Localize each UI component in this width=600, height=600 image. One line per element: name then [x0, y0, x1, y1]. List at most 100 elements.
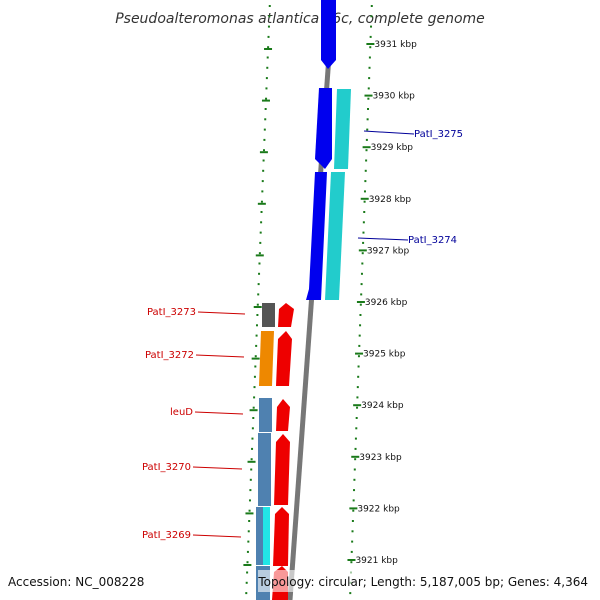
inner-minor-tick: [247, 530, 250, 533]
outer-minor-tick: [352, 509, 355, 512]
outer-minor-tick: [357, 375, 360, 378]
outer-minor-tick: [349, 592, 352, 595]
inner-minor-tick: [266, 66, 269, 69]
outer-minor-tick: [351, 520, 354, 522]
gene-patl-3269-red[interactable]: [273, 507, 289, 566]
outer-minor-tick: [370, 15, 373, 18]
outer-minor-tick: [365, 149, 368, 152]
tick-label: 3927 kbp: [367, 246, 410, 256]
inner-minor-tick: [264, 118, 267, 121]
inner-minor-tick: [255, 324, 258, 327]
gene-patl-3270-red[interactable]: [274, 434, 290, 505]
gene-label-patl-3272[interactable]: PatI_3272: [145, 350, 194, 361]
gene-patl-3273-gray[interactable]: [262, 303, 275, 327]
inner-minor-tick: [252, 417, 255, 419]
gene-leud-steel[interactable]: [259, 398, 272, 432]
outer-minor-tick: [370, 5, 373, 7]
outer-minor-tick: [356, 386, 359, 389]
inner-tick-track: [245, 5, 271, 595]
outer-minor-tick: [367, 97, 370, 100]
inner-minor-tick: [268, 15, 271, 18]
outer-minor-tick: [358, 334, 361, 337]
tick-label: 3921 kbp: [355, 556, 398, 566]
outer-minor-tick: [366, 128, 369, 131]
tick-label: 3926 kbp: [365, 298, 408, 308]
outer-minor-tick: [360, 293, 363, 296]
outer-minor-tick: [367, 108, 370, 110]
gene-label-leud[interactable]: leuD: [170, 407, 193, 418]
gene-label-patl-3275[interactable]: PatI_3275: [414, 129, 463, 140]
outer-minor-tick: [357, 365, 360, 368]
outer-minor-tick: [350, 561, 353, 564]
outer-minor-tick: [355, 427, 358, 430]
outer-minor-tick: [351, 540, 354, 543]
inner-minor-tick: [246, 561, 249, 564]
gene-label-patl-3270[interactable]: PatI_3270: [142, 462, 191, 473]
inner-minor-tick: [258, 252, 261, 255]
gene-patl-3274-cyan[interactable]: [325, 172, 345, 300]
inner-minor-tick: [248, 499, 251, 502]
inner-minor-tick: [261, 190, 264, 193]
gene-patl-3272-red[interactable]: [276, 331, 292, 386]
outer-minor-tick: [356, 406, 359, 409]
gene-patl-3270-steel[interactable]: [258, 433, 271, 506]
outer-minor-tick: [352, 499, 355, 502]
inner-minor-tick: [257, 283, 260, 286]
outer-minor-tick: [359, 303, 362, 306]
outer-minor-tick: [365, 159, 368, 162]
outer-minor-tick: [362, 231, 365, 234]
inner-minor-tick: [251, 447, 254, 450]
label-line-patl-3273: [197, 311, 246, 315]
gene-patl-3272-orange[interactable]: [259, 331, 274, 386]
inner-minor-tick: [253, 375, 256, 378]
gene-patl-3269-cyan[interactable]: [263, 507, 270, 565]
inner-minor-tick: [254, 365, 257, 368]
inner-minor-tick: [249, 489, 252, 492]
label-line-leud: [194, 411, 244, 415]
gene-label-patl-3269[interactable]: PatI_3269: [142, 530, 191, 541]
gene-leud-red[interactable]: [276, 399, 290, 431]
inner-minor-tick: [248, 520, 251, 522]
gene-patl-3273-red[interactable]: [278, 303, 294, 327]
tick-label: 3930 kbp: [372, 92, 415, 102]
label-line-patl-3275: [363, 130, 415, 135]
inner-minor-tick: [246, 571, 249, 574]
topology-text: Topology: circular; Length: 5,187,005 bp…: [257, 575, 588, 589]
tick-label: 3931 kbp: [374, 40, 417, 50]
outer-minor-tick: [360, 272, 363, 275]
outer-minor-tick: [366, 118, 369, 121]
inner-minor-tick: [245, 581, 248, 584]
inner-minor-tick: [268, 5, 271, 7]
inner-minor-tick: [253, 386, 256, 389]
gene-label-patl-3273[interactable]: PatI_3273: [147, 307, 196, 318]
tick-label: 3922 kbp: [357, 504, 400, 514]
inner-minor-tick: [253, 396, 256, 399]
inner-minor-tick: [267, 25, 270, 28]
inner-minor-tick: [267, 35, 270, 38]
gene-forward-3931[interactable]: [321, 0, 336, 69]
outer-minor-tick: [363, 211, 366, 213]
gene-label-patl-3274[interactable]: PatI_3274: [408, 235, 457, 246]
inner-minor-tick: [246, 550, 249, 553]
outer-minor-tick: [353, 478, 356, 481]
inner-minor-tick: [248, 509, 251, 512]
inner-minor-tick: [264, 108, 267, 110]
tick-label: 3925 kbp: [363, 350, 406, 360]
inner-minor-tick: [263, 138, 266, 141]
page-title: Pseudoalteromonas atlantica T6c, complet…: [115, 11, 485, 27]
gene-patl-3269-steel[interactable]: [256, 507, 263, 565]
inner-minor-tick: [251, 437, 254, 440]
outer-tick-track: [349, 5, 373, 595]
outer-minor-tick: [364, 169, 367, 172]
tick-label: 3928 kbp: [369, 195, 412, 205]
inner-minor-tick: [259, 241, 262, 244]
inner-minor-tick: [245, 592, 248, 595]
outer-minor-tick: [369, 46, 372, 49]
outer-minor-tick: [351, 530, 354, 533]
outer-minor-tick: [356, 396, 359, 399]
gene-patl-3275-cyan[interactable]: [334, 89, 351, 169]
gene-patl-3275-feature[interactable]: [315, 88, 332, 169]
inner-minor-tick: [267, 46, 270, 49]
gene-patl-3274-feature[interactable]: [306, 172, 327, 300]
footer-backdrop: [258, 570, 592, 592]
